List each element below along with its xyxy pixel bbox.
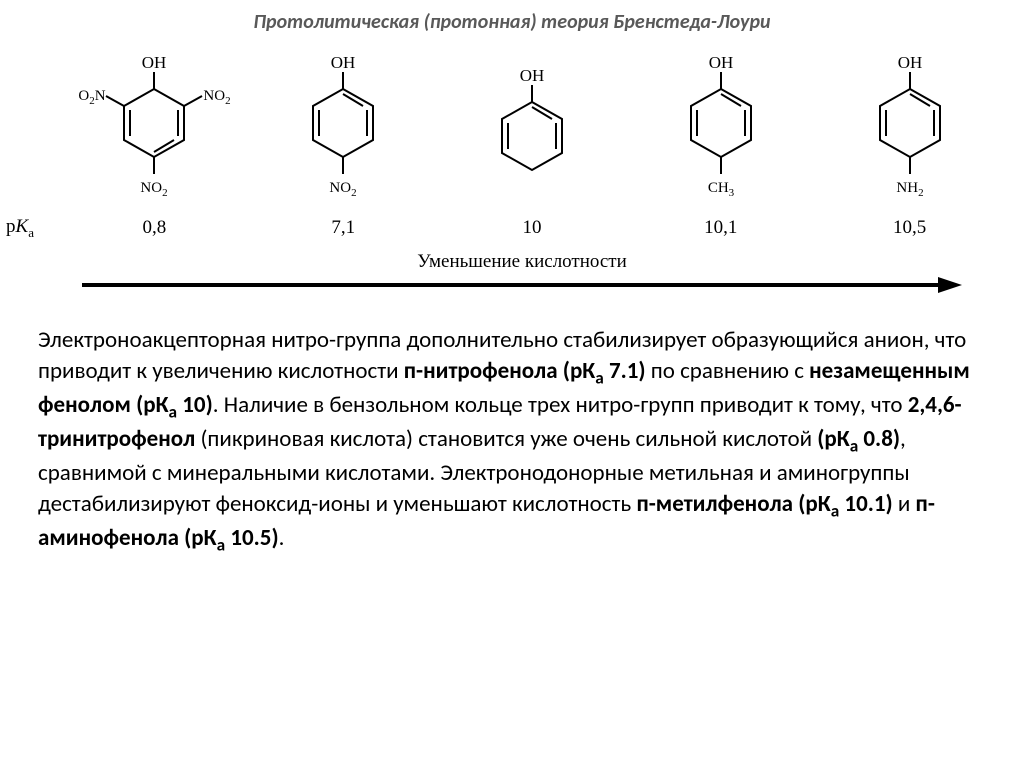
t-b5n: 10.1) xyxy=(839,490,892,518)
no2-para: NO2 xyxy=(141,180,168,199)
mol-svg-2: OH NO2 xyxy=(283,44,403,209)
oh-label: OH xyxy=(142,53,167,72)
svg-text:NO2: NO2 xyxy=(330,180,357,199)
pka-row: pKa 0,8 7,1 10 10,1 10,5 xyxy=(0,209,1024,239)
t-p1g: . xyxy=(279,524,285,552)
pka-axis-label: pKa xyxy=(6,216,34,241)
t-p1f: и xyxy=(893,490,916,518)
acidity-arrow-block: Уменьшение кислотности xyxy=(0,251,1024,295)
molecule-row: OH O2N NO2 NO2 OH NO2 xyxy=(0,34,1024,209)
t-b2s: а xyxy=(169,402,178,423)
mol-svg-3: OH xyxy=(472,44,592,209)
svg-text:CH3: CH3 xyxy=(708,180,735,199)
t-b2n: 10) xyxy=(177,391,213,419)
pka-5: 10,5 xyxy=(815,217,1004,239)
t-b6n: 10.5) xyxy=(225,524,278,552)
mol-p-nitrophenol: OH NO2 xyxy=(249,44,438,209)
t-b5: п-метилфенола (рК xyxy=(636,490,830,518)
mol-p-methylphenol: OH CH3 xyxy=(626,44,815,209)
slide: Протолитическая (протонная) теория Бренс… xyxy=(0,0,1024,767)
arrow-label: Уменьшение кислотности xyxy=(80,251,964,273)
svg-text:OH: OH xyxy=(897,53,922,72)
pka-4: 10,1 xyxy=(626,217,815,239)
svg-text:OH: OH xyxy=(520,66,545,85)
mol-phenol: OH xyxy=(438,44,627,209)
t-b6s: а xyxy=(217,534,226,555)
svg-text:NH2: NH2 xyxy=(896,180,923,199)
pka-1: 0,8 xyxy=(60,217,249,239)
svg-text:OH: OH xyxy=(331,53,356,72)
svg-text:OH: OH xyxy=(709,53,734,72)
t-b1s: а xyxy=(595,368,604,389)
t-p1d: (пикриновая кислота) становится уже очен… xyxy=(195,425,817,453)
t-b1n: 7.1) xyxy=(604,357,646,385)
t-b4: (рК xyxy=(817,425,849,453)
slide-title: Протолитическая (протонная) теория Бренс… xyxy=(0,0,1024,34)
t-b4s: а xyxy=(850,435,859,456)
no2-right: NO2 xyxy=(204,88,231,107)
mol-svg-4: OH CH3 xyxy=(661,44,781,209)
arrow-icon xyxy=(82,275,962,295)
t-b5s: а xyxy=(831,500,840,521)
o2n-left: O2N xyxy=(79,88,106,107)
mol-svg-5: OH NH2 xyxy=(850,44,970,209)
mol-p-aminophenol: OH NH2 xyxy=(815,44,1004,209)
t-p1c: . Наличие в бензольном кольце трех нитро… xyxy=(213,391,908,419)
t-b4n: 0.8) xyxy=(858,425,900,453)
pka-3: 10 xyxy=(438,217,627,239)
t-b1: п-нитрофенола (рК xyxy=(404,357,595,385)
mol-svg-1: OH O2N NO2 NO2 xyxy=(74,44,234,209)
t-p1b: по сравнению с xyxy=(651,357,809,385)
pka-2: 7,1 xyxy=(249,217,438,239)
mol-trinitrophenol: OH O2N NO2 NO2 xyxy=(60,44,249,209)
explanation-text: Электроноакцепторная нитро-группа дополн… xyxy=(0,295,1024,556)
